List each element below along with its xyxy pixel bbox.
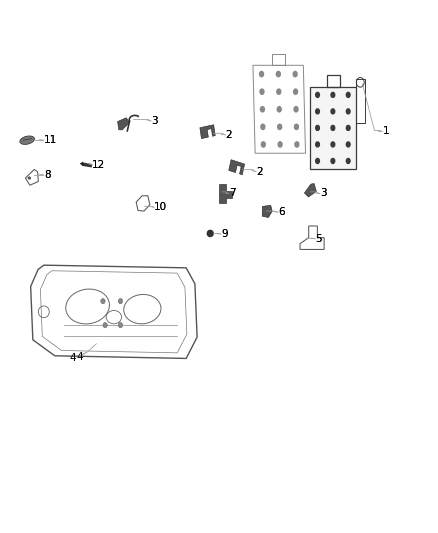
Ellipse shape bbox=[260, 89, 264, 94]
Ellipse shape bbox=[331, 125, 335, 131]
Ellipse shape bbox=[101, 298, 105, 304]
Polygon shape bbox=[304, 183, 316, 197]
Text: 4: 4 bbox=[69, 353, 76, 363]
Ellipse shape bbox=[316, 142, 319, 147]
Text: 9: 9 bbox=[221, 229, 228, 239]
Text: 5: 5 bbox=[315, 234, 322, 244]
Text: 9: 9 bbox=[221, 229, 228, 239]
Text: 6: 6 bbox=[278, 207, 285, 217]
Ellipse shape bbox=[316, 125, 319, 131]
Ellipse shape bbox=[276, 71, 280, 77]
Ellipse shape bbox=[316, 158, 319, 164]
Polygon shape bbox=[229, 160, 245, 175]
Text: 8: 8 bbox=[44, 170, 50, 180]
Ellipse shape bbox=[346, 142, 350, 147]
Text: 7: 7 bbox=[229, 189, 236, 198]
Text: 2: 2 bbox=[256, 167, 263, 176]
Ellipse shape bbox=[260, 71, 264, 77]
Ellipse shape bbox=[261, 124, 265, 130]
Ellipse shape bbox=[293, 89, 297, 94]
Ellipse shape bbox=[293, 71, 297, 77]
Text: 4: 4 bbox=[77, 352, 83, 362]
Text: 1: 1 bbox=[382, 126, 389, 135]
Text: 3: 3 bbox=[151, 116, 158, 126]
Text: 2: 2 bbox=[226, 130, 232, 140]
Ellipse shape bbox=[118, 298, 123, 304]
Ellipse shape bbox=[294, 124, 298, 130]
Polygon shape bbox=[219, 184, 232, 203]
Ellipse shape bbox=[346, 158, 350, 164]
Ellipse shape bbox=[278, 124, 282, 130]
Polygon shape bbox=[310, 86, 356, 169]
Text: 2: 2 bbox=[256, 167, 263, 176]
Ellipse shape bbox=[331, 109, 335, 114]
Polygon shape bbox=[117, 118, 130, 130]
Text: 12: 12 bbox=[92, 160, 105, 169]
Ellipse shape bbox=[331, 92, 335, 98]
Ellipse shape bbox=[20, 136, 35, 144]
Ellipse shape bbox=[261, 107, 265, 112]
Ellipse shape bbox=[294, 107, 298, 112]
Ellipse shape bbox=[316, 109, 319, 114]
Ellipse shape bbox=[346, 125, 350, 131]
Ellipse shape bbox=[331, 142, 335, 147]
Text: 6: 6 bbox=[278, 207, 285, 217]
Polygon shape bbox=[200, 125, 215, 139]
Polygon shape bbox=[80, 161, 83, 166]
Text: 2: 2 bbox=[226, 130, 232, 140]
Ellipse shape bbox=[261, 142, 265, 147]
Text: 10: 10 bbox=[154, 203, 167, 212]
Text: 12: 12 bbox=[92, 160, 105, 169]
Ellipse shape bbox=[277, 107, 281, 112]
Ellipse shape bbox=[118, 322, 123, 328]
Text: 11: 11 bbox=[44, 135, 57, 145]
Text: 10: 10 bbox=[154, 203, 167, 212]
Ellipse shape bbox=[346, 109, 350, 114]
Text: 3: 3 bbox=[320, 189, 326, 198]
Text: 5: 5 bbox=[315, 234, 322, 244]
Text: 11: 11 bbox=[44, 135, 57, 145]
Ellipse shape bbox=[207, 230, 213, 237]
Ellipse shape bbox=[295, 142, 299, 147]
Ellipse shape bbox=[316, 92, 319, 98]
Ellipse shape bbox=[277, 89, 281, 94]
Text: 1: 1 bbox=[382, 126, 389, 135]
Ellipse shape bbox=[103, 322, 107, 328]
Ellipse shape bbox=[331, 158, 335, 164]
Text: 3: 3 bbox=[151, 116, 158, 126]
Text: 3: 3 bbox=[320, 189, 326, 198]
Text: 8: 8 bbox=[44, 170, 50, 180]
Ellipse shape bbox=[346, 92, 350, 98]
Text: 7: 7 bbox=[229, 189, 236, 198]
Ellipse shape bbox=[278, 142, 282, 147]
Polygon shape bbox=[262, 205, 272, 217]
Ellipse shape bbox=[28, 176, 31, 180]
